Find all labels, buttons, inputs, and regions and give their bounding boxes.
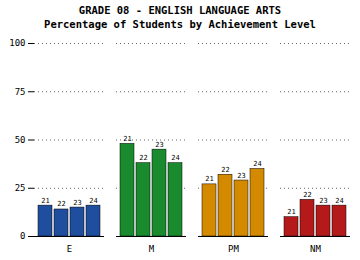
svg-text:50: 50 [15, 135, 26, 145]
svg-text:M: M [149, 244, 155, 254]
svg-text:23: 23 [155, 141, 163, 149]
svg-text:21: 21 [41, 197, 49, 205]
svg-text:24: 24 [335, 197, 343, 205]
svg-text:25: 25 [15, 183, 26, 193]
svg-text:PM: PM [228, 244, 239, 254]
html-text:Percentage of Students by Achi: Percentage of Students by Achievement Le… [44, 18, 316, 30]
svg-text:22: 22 [303, 191, 311, 199]
svg-text:0: 0 [20, 231, 25, 241]
svg-text:21: 21 [287, 208, 295, 216]
svg-text:100: 100 [9, 38, 25, 48]
svg-text:23: 23 [319, 197, 327, 205]
svg-text:NM: NM [310, 244, 321, 254]
svg-text:E: E [67, 244, 72, 254]
svg-text:23: 23 [237, 172, 245, 180]
svg-text:21: 21 [205, 175, 213, 183]
svg-text:24: 24 [171, 154, 179, 162]
svg-text:21: 21 [123, 135, 131, 143]
svg-text:22: 22 [221, 166, 229, 174]
svg-text:75: 75 [15, 87, 26, 97]
svg-text:23: 23 [73, 199, 81, 207]
svg-text:22: 22 [139, 154, 147, 162]
svg-text:24: 24 [89, 197, 97, 205]
html-text:GRADE 08 - ENGLISH LANGUAGE AR: GRADE 08 - ENGLISH LANGUAGE ARTS [78, 4, 282, 16]
svg-text:24: 24 [253, 160, 261, 168]
svg-text:22: 22 [57, 200, 65, 208]
